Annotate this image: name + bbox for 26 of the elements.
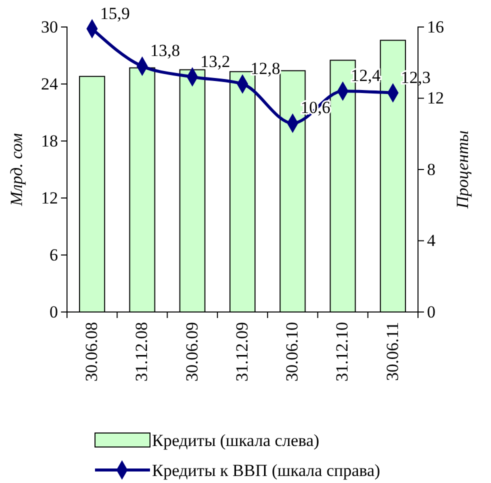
y-tick-label: 12 — [41, 188, 58, 208]
y2-tick-label: 8 — [427, 160, 436, 179]
legend-label: Кредиты к ВВП (шкала справа) — [152, 460, 380, 480]
y-tick-label: 18 — [41, 131, 58, 150]
y2-tick-label: 0 — [427, 302, 436, 322]
y2-tick-label: 4 — [427, 231, 436, 250]
y-tick-label: 6 — [50, 245, 58, 264]
legend-label: Кредиты (шкала слева) — [152, 430, 320, 450]
x-tick-label: 30.06.11 — [382, 322, 402, 381]
data-label: 13,2 — [200, 52, 230, 71]
y2-tick-label: 16 — [427, 17, 444, 36]
data-label: 12,8 — [250, 59, 280, 78]
data-label: 13,8 — [150, 41, 180, 60]
data-label: 15,9 — [100, 4, 130, 23]
x-tick-label: 30.06.09 — [182, 322, 202, 382]
y2-axis-title: Проценты — [453, 130, 472, 210]
y-tick-label: 24 — [41, 74, 58, 94]
x-tick-label: 31.12.08 — [132, 322, 152, 382]
x-tick-label: 30.06.10 — [282, 322, 302, 382]
y-tick-label: 30 — [41, 17, 58, 36]
y-tick-label: 0 — [50, 302, 58, 322]
y2-tick-label: 12 — [427, 88, 444, 108]
x-tick-label: 31.12.10 — [332, 322, 352, 382]
x-tick-label: 31.12.09 — [232, 322, 252, 382]
y-axis-title: Млрд. сом — [7, 132, 26, 207]
x-tick-label: 30.06.08 — [82, 322, 102, 382]
